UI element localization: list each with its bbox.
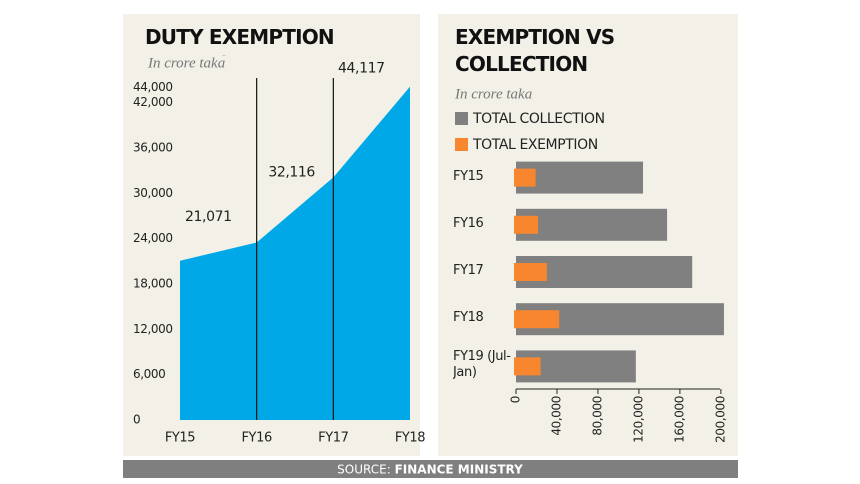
source-label: SOURCE: bbox=[337, 462, 391, 476]
source-name: FINANCE MINISTRY bbox=[395, 462, 524, 476]
y-tick-label: 42,000 bbox=[133, 95, 173, 109]
x-tick-label: FY16 bbox=[241, 431, 271, 446]
bar bbox=[514, 263, 547, 281]
y-tick-label-wrap: FY16 bbox=[453, 215, 484, 231]
x-tick-label: 160,000 bbox=[672, 396, 686, 443]
source: SOURCE: FINANCE MINISTRY bbox=[337, 462, 523, 476]
source-bar bbox=[123, 460, 738, 478]
chart-subtitle: In crore taka bbox=[147, 55, 225, 71]
title-wrap: DUTY EXEMPTION TRENDS bbox=[145, 25, 335, 56]
x-tick-label: 200,000 bbox=[713, 396, 727, 443]
legend-swatch bbox=[455, 112, 468, 125]
chart-subtitle: In crore taka bbox=[454, 86, 532, 102]
y-tick-label: 6,000 bbox=[133, 367, 165, 381]
bar bbox=[514, 357, 541, 376]
x-tick-label: 0 bbox=[509, 396, 523, 403]
y-tick-label: FY17 bbox=[453, 263, 484, 278]
bar bbox=[516, 161, 644, 194]
x-tick-label: 40,000 bbox=[549, 396, 563, 436]
y-tick-label-wrap: FY18 bbox=[453, 310, 484, 326]
y-tick-label: FY19 (Jul-Jan) bbox=[453, 349, 511, 381]
y-tick-label: 0 bbox=[133, 413, 140, 427]
bar bbox=[514, 215, 539, 234]
chart-title: EXEMPTION VS COLLECTION bbox=[455, 25, 615, 76]
chart-title: DUTY EXEMPTION TRENDS bbox=[145, 25, 335, 56]
value-label: 32,116 bbox=[268, 164, 315, 180]
x-tick-label: FY15 bbox=[165, 431, 195, 446]
y-tick-label: 12,000 bbox=[133, 322, 173, 336]
y-tick-label: 44,000 bbox=[133, 80, 173, 94]
x-tick-label: FY17 bbox=[318, 431, 348, 446]
y-tick-label: 24,000 bbox=[133, 231, 173, 245]
x-tick-label: FY18 bbox=[395, 431, 425, 446]
y-tick-label-wrap: FY15 bbox=[453, 168, 484, 184]
y-tick-label: 36,000 bbox=[133, 141, 173, 155]
y-tick-label: FY15 bbox=[453, 168, 484, 184]
title-wrap: EXEMPTION VS COLLECTION bbox=[455, 25, 615, 76]
y-tick-label-wrap: FY19 (Jul-Jan) bbox=[453, 349, 511, 381]
legend-label: TOTAL COLLECTION bbox=[472, 111, 605, 127]
bar bbox=[514, 310, 560, 329]
value-label: 21,071 bbox=[185, 209, 232, 225]
x-tick-label: 120,000 bbox=[631, 396, 645, 443]
value-label: 44,117 bbox=[338, 61, 385, 77]
legend-label: TOTAL EXEMPTION bbox=[472, 137, 598, 153]
y-tick-label: 18,000 bbox=[133, 277, 173, 291]
area bbox=[180, 86, 410, 420]
bar bbox=[516, 208, 668, 241]
legend-swatch bbox=[455, 138, 468, 151]
x-tick-label: 80,000 bbox=[590, 396, 604, 436]
y-tick-label: 30,000 bbox=[133, 186, 173, 200]
bar bbox=[514, 168, 536, 187]
y-tick-label: FY18 bbox=[453, 310, 484, 326]
y-tick-label-wrap: FY17 bbox=[453, 263, 484, 278]
y-tick-label: FY16 bbox=[453, 215, 484, 231]
